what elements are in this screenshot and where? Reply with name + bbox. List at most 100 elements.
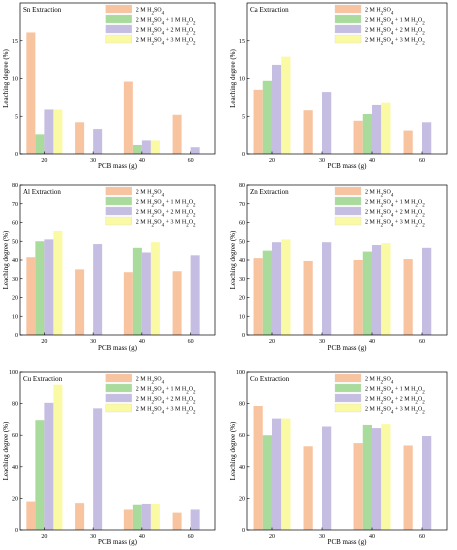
legend-swatch: [105, 373, 132, 383]
bar: [93, 244, 103, 335]
y-tick-label: 60: [12, 433, 18, 439]
legend-label: 2 M H2SO4 + 1 M H2O2: [365, 18, 425, 27]
legend-swatch: [334, 4, 362, 14]
legend-label: 2 M H2SO4 + 1 M H2O2: [365, 200, 425, 209]
chart-panel-ca: 0 5 10 15 20 30 40 60 PCB mass (g) Leaching degre…: [229, 2, 448, 170]
legend-swatch: [105, 393, 132, 403]
x-tick-label: 20: [41, 534, 47, 540]
legend-label: 2 M H2SO4 + 1 M H2O2: [136, 18, 196, 27]
x-tick-label: 30: [90, 534, 96, 540]
legend-label: 2 M H2SO4: [365, 8, 394, 17]
y-tick-label: 60: [12, 221, 18, 227]
bar: [141, 503, 151, 530]
y-tick-label: 50: [12, 239, 18, 245]
chart-title: Co Extraction: [250, 375, 290, 383]
bar: [422, 247, 432, 335]
bar: [303, 446, 313, 530]
y-tick-label: 10: [239, 77, 245, 83]
y-tick-label: 5: [15, 114, 18, 120]
y-tick-label: 10: [239, 314, 245, 320]
legend-swatch: [334, 403, 362, 413]
legend-label: 2 M H2SO4 + 1 M H2O2: [136, 387, 196, 396]
legend-swatch: [334, 383, 362, 393]
x-tick-label: 20: [41, 158, 47, 164]
chart-title: Ca Extraction: [250, 6, 289, 14]
plot-frame: [19, 371, 216, 531]
legend-label: 2 M H2SO4 + 3 M H2O2: [136, 407, 196, 416]
x-tick-label: 40: [369, 158, 375, 164]
y-tick-label: 20: [239, 496, 245, 502]
bar: [35, 134, 45, 154]
x-tick-label: 30: [90, 158, 96, 164]
bar: [403, 130, 413, 154]
bar: [262, 80, 272, 154]
bar: [281, 418, 291, 530]
legend-label: 2 M H2SO4 + 3 M H2O2: [365, 220, 425, 229]
bar: [53, 109, 63, 154]
x-tick-label: 40: [369, 534, 375, 540]
y-tick-label: 15: [12, 39, 18, 45]
y-tick-label: 100: [9, 370, 18, 376]
y-tick-label: 70: [12, 202, 18, 208]
bar: [132, 144, 142, 154]
legend-swatch: [334, 186, 362, 196]
bar: [262, 435, 272, 530]
x-tick-label: 40: [139, 158, 145, 164]
x-tick-label: 30: [319, 534, 325, 540]
x-axis-label: PCB mass (g): [98, 538, 138, 546]
bar: [353, 443, 363, 530]
y-axis-label: Leaching degree (%): [229, 48, 237, 107]
legend-swatch: [334, 24, 362, 34]
y-tick-label: 0: [242, 152, 245, 158]
y-tick-label: 60: [239, 221, 245, 227]
x-tick-label: 30: [319, 158, 325, 164]
bar: [362, 251, 372, 335]
bar: [150, 503, 160, 530]
bar: [123, 509, 133, 530]
legend-label: 2 M H2SO4 + 2 M H2O2: [136, 210, 196, 219]
legend-swatch: [334, 206, 362, 216]
y-tick-label: 0: [242, 528, 245, 534]
legend-label: 2 M H2SO4 + 2 M H2O2: [365, 210, 425, 219]
x-tick-label: 40: [369, 339, 375, 345]
legend-label: 2 M H2SO4 + 3 M H2O2: [136, 38, 196, 47]
y-axis-label: Leaching degree (%): [2, 48, 10, 107]
y-tick-label: 10: [12, 77, 18, 83]
legend-label: 2 M H2SO4: [365, 190, 394, 199]
y-tick-label: 0: [242, 333, 245, 339]
y-tick-label: 0: [15, 333, 18, 339]
y-axis-label: Leaching degree (%): [229, 421, 237, 480]
legend-swatch: [105, 34, 132, 44]
legend-label: 2 M H2SO4 + 1 M H2O2: [365, 387, 425, 396]
chart-panel-co: 0 20 40 60 80 100 20 30 40 60 PCB mass (g) Leaching…: [229, 370, 448, 546]
bar: [353, 260, 363, 335]
chart-title: Al Extraction: [23, 188, 61, 196]
bar: [372, 245, 382, 335]
y-tick-label: 0: [15, 528, 18, 534]
bar: [362, 113, 372, 154]
bar: [26, 257, 36, 335]
y-tick-label: 20: [239, 296, 245, 302]
bar: [35, 241, 45, 335]
bar: [322, 426, 332, 530]
legend-swatch: [334, 393, 362, 403]
legend-swatch: [334, 34, 362, 44]
x-tick-label: 60: [419, 534, 425, 540]
bar: [262, 250, 272, 336]
bar: [123, 272, 133, 335]
y-tick-label: 30: [12, 277, 18, 283]
bar: [422, 122, 432, 154]
legend-swatch: [105, 206, 132, 216]
legend-label: 2 M H2SO4: [136, 8, 165, 17]
y-tick-label: 80: [12, 183, 18, 189]
bar: [53, 384, 63, 530]
bar: [362, 424, 372, 530]
y-tick-label: 0: [15, 152, 18, 158]
x-tick-label: 60: [188, 339, 194, 345]
bar: [272, 64, 282, 154]
y-tick-label: 20: [12, 496, 18, 502]
y-tick-label: 20: [12, 296, 18, 302]
x-tick-label: 30: [90, 339, 96, 345]
bar: [381, 424, 391, 530]
chart-title: Sn Extraction: [23, 6, 62, 14]
